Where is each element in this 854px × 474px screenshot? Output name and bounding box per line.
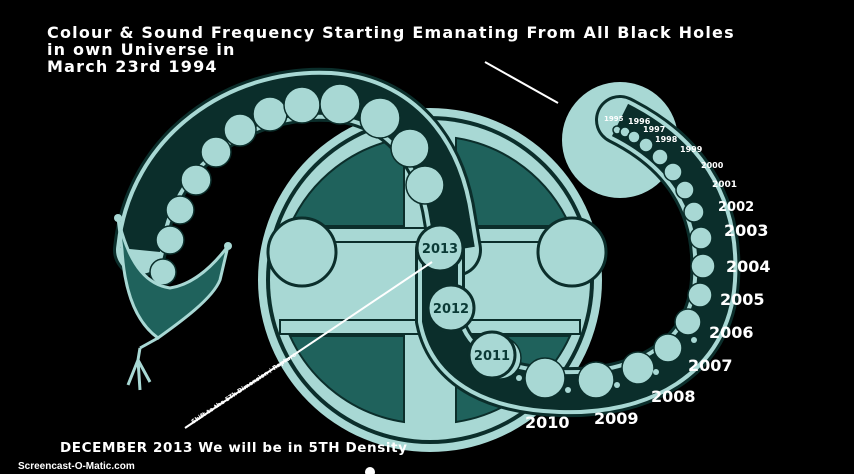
year-2002: 2002 [718,200,754,215]
year-1999: 1999 [680,145,703,154]
year-1997: 1997 [643,125,665,134]
year-2004: 2004 [726,257,771,276]
right-disc [536,216,608,288]
watermark: Screencast-O-Matic.com [18,461,135,472]
spiral-year-labels: 1995 1996 1997 1998 1999 2000 2001 2002 … [525,115,771,432]
inner-year-2011: 2011 [474,349,510,364]
year-2000: 2000 [701,161,724,170]
inner-year-2012: 2012 [433,302,469,317]
year-2010: 2010 [525,413,570,432]
title-pointer-line [484,61,559,104]
inner-year-2013: 2013 [422,242,458,257]
year-1998: 1998 [655,135,678,144]
bottom-caption: DECEMBER 2013 We will be in 5TH Density [60,440,408,456]
shift-caption: Shift to the 5Th Dimension / Rapture [190,351,298,425]
year-2007: 2007 [688,356,733,375]
year-2006: 2006 [709,323,754,342]
playhead-dot [365,467,375,474]
year-2008: 2008 [651,387,696,406]
diagram-title: Colour & Sound Frequency Starting Emanat… [47,23,735,76]
left-disc [266,216,338,288]
seed-pod [114,214,232,391]
year-2005: 2005 [720,290,765,309]
spiral-dots [516,337,697,393]
year-1996: 1996 [628,117,651,126]
year-1995: 1995 [604,115,624,123]
year-2001: 2001 [712,180,737,190]
year-2009: 2009 [594,409,639,428]
year-2003: 2003 [724,221,769,240]
inner-year-discs [415,223,517,380]
shift-pointer-line [184,261,433,429]
